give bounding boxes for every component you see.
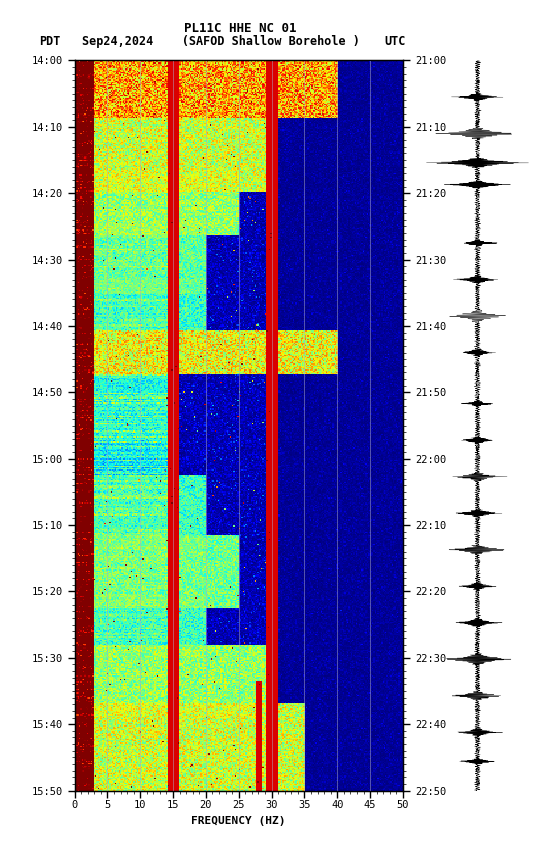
Text: PDT: PDT — [39, 35, 60, 48]
X-axis label: FREQUENCY (HZ): FREQUENCY (HZ) — [192, 816, 286, 826]
Text: UTC: UTC — [384, 35, 406, 48]
Text: Sep24,2024    (SAFOD Shallow Borehole ): Sep24,2024 (SAFOD Shallow Borehole ) — [82, 35, 360, 48]
Text: PL11C HHE NC 01: PL11C HHE NC 01 — [184, 22, 296, 35]
